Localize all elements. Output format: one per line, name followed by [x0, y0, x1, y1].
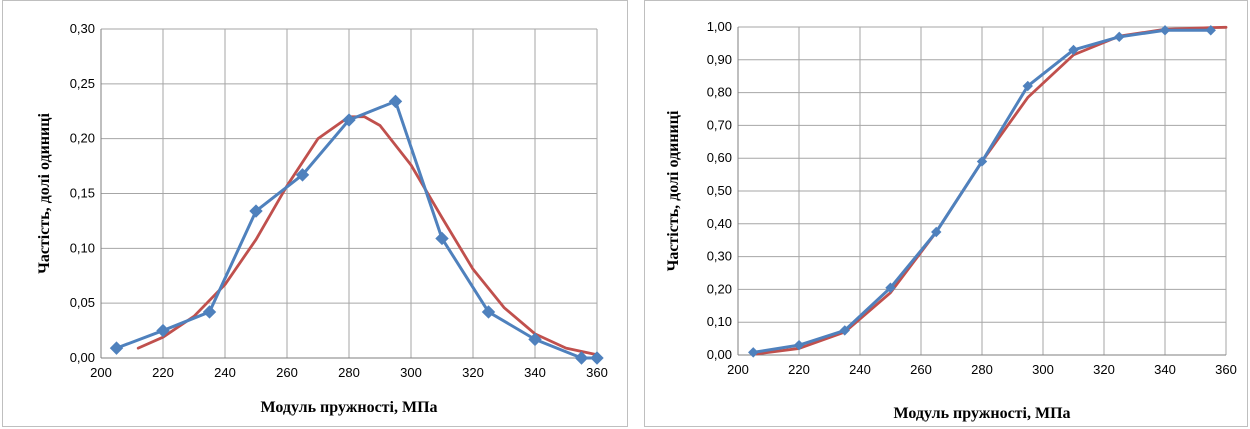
x-tick-label: 280 [338, 365, 360, 380]
y-axis-title: Частість, долі одиниці [36, 113, 53, 274]
x-tick-label: 300 [400, 365, 422, 380]
data-point-marker [931, 226, 942, 238]
x-tick-label: 220 [788, 362, 810, 377]
y-tick-label: 0,80 [707, 85, 732, 100]
data-point-marker [574, 351, 589, 365]
data-point-marker [109, 341, 124, 355]
data-point-marker [342, 113, 356, 127]
data-point-marker [976, 156, 988, 167]
data-point-marker [156, 323, 170, 338]
y-tick-label: 1,00 [707, 19, 732, 34]
x-tick-label: 360 [1215, 362, 1237, 377]
y-tick-label: 0,10 [70, 240, 95, 255]
data-point-marker [1068, 44, 1079, 56]
y-tick-label: 0,40 [707, 216, 732, 231]
x-tick-label: 260 [276, 365, 298, 380]
data-point-marker [748, 347, 759, 358]
x-axis-title: Модуль пружності, МПа [893, 405, 1070, 422]
chart-right-svg: 0,00 0,10 0,20 0,30 0,40 0,50 0,60 0,70 0,80 0,90… [665, 19, 1237, 422]
x-tick-label: 320 [1093, 362, 1115, 377]
fitted-curve-line [136, 115, 599, 357]
x-tick-label: 240 [849, 362, 871, 377]
x-tick-label: 340 [524, 365, 546, 380]
data-point-marker [793, 339, 805, 351]
x-tick-label: 200 [727, 362, 749, 377]
y-tick-label: 0,60 [707, 150, 732, 165]
y-tick-label: 0,90 [707, 52, 732, 67]
data-point-marker [1205, 25, 1216, 36]
y-tick-label: 0,00 [70, 350, 95, 365]
data-point-marker [295, 168, 310, 182]
x-tick-label: 200 [90, 365, 112, 380]
data-point-marker [885, 282, 896, 293]
data-point-marker [388, 94, 403, 109]
x-tick-label: 280 [971, 362, 993, 377]
x-tick-label: 300 [1032, 362, 1054, 377]
data-point-marker [481, 305, 496, 319]
data-point-marker [249, 204, 263, 218]
data-point-marker [435, 231, 449, 246]
y-tick-label: 0,20 [707, 281, 732, 296]
data-point-marker [839, 325, 850, 336]
y-tick-label: 0,30 [70, 21, 95, 36]
x-tick-label: 240 [214, 365, 236, 380]
y-tick-label: 0,00 [707, 347, 732, 362]
y-tick-label: 0,10 [707, 314, 732, 329]
data-point-marker [1159, 25, 1171, 36]
y-tick-label: 0,15 [70, 186, 95, 201]
observed-series-line [115, 99, 599, 360]
data-point-marker [1114, 31, 1125, 43]
chart-panel-right: 0,00 0,10 0,20 0,30 0,40 0,50 0,60 0,70 0,80 0,90… [644, 0, 1248, 427]
data-point-marker [590, 351, 604, 365]
y-axis-title: Частість, долі одиниці [665, 110, 682, 271]
x-tick-label: 360 [586, 365, 608, 380]
x-tick-label: 220 [152, 365, 174, 380]
y-tick-label: 0,50 [707, 183, 732, 198]
y-tick-label: 0,05 [70, 295, 95, 310]
x-tick-label: 260 [910, 362, 932, 377]
data-point-marker [1022, 80, 1033, 92]
x-tick-label: 320 [462, 365, 484, 380]
data-point-marker [202, 305, 217, 319]
chart-panel-left: 0,00 0,05 0,10 0,15 0,20 0,25 0,30 200 220 240 260… [2, 0, 628, 427]
y-tick-label: 0,30 [707, 249, 732, 264]
data-point-marker [528, 332, 542, 347]
chart-left-svg: 0,00 0,05 0,10 0,15 0,20 0,25 0,30 200 220 240 260… [36, 21, 608, 416]
x-tick-label: 340 [1154, 362, 1176, 377]
y-tick-label: 0,20 [70, 131, 95, 146]
y-tick-label: 0,70 [707, 117, 732, 132]
x-axis-title: Модуль пружності, МПа [260, 399, 437, 416]
y-tick-label: 0,25 [70, 76, 95, 91]
